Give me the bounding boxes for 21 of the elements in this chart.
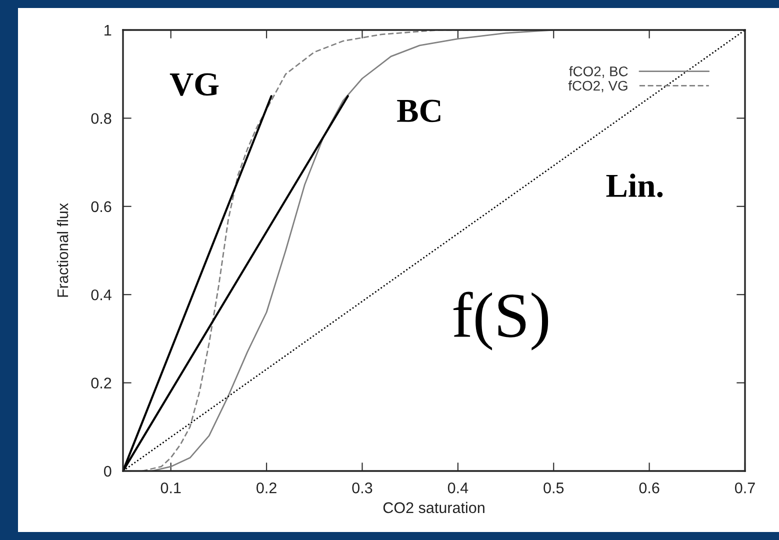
y-tick-label: 0.2	[91, 378, 112, 388]
x-tick-label: 0.1	[160, 482, 181, 494]
y-tick-label: 1	[104, 25, 112, 36]
annotation: BC	[397, 100, 440, 122]
legend-label: fCO2, VG	[568, 80, 628, 92]
x-tick-label: 0.4	[448, 482, 468, 494]
annotation: f(S)	[453, 292, 548, 350]
x-tick-label: 0.6	[639, 482, 660, 494]
legend-label: fCO2, BC	[569, 66, 628, 78]
y-tick-label: 0.4	[91, 289, 112, 300]
x-axis-title: CO2 saturation	[383, 502, 484, 514]
x-tick-label: 0.5	[544, 482, 564, 494]
x-tick-label: 0.3	[352, 482, 372, 494]
annotation: Lin.	[606, 174, 663, 198]
y-tick-label: 0.8	[91, 113, 112, 124]
y-axis-title: Fractional flux	[56, 203, 68, 297]
x-tick-label: 0.7	[734, 482, 755, 494]
annotation: VG	[170, 73, 219, 96]
y-tick-label: 0	[104, 466, 112, 477]
x-tick-label: 0.2	[256, 482, 276, 494]
y-tick-label: 0.6	[91, 201, 112, 212]
